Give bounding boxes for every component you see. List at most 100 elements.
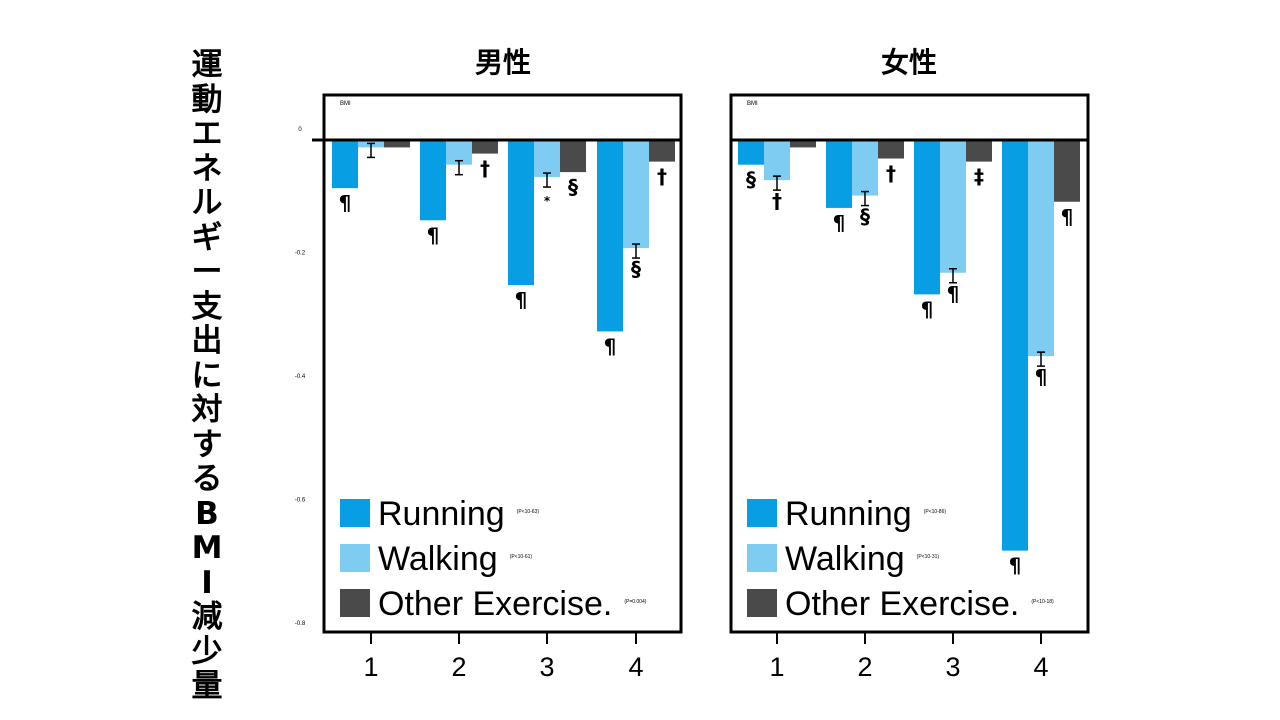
panel-title: 女性 xyxy=(881,46,937,79)
legend-swatch-other xyxy=(340,589,370,617)
y-axis-title-char: 少 xyxy=(191,633,223,670)
y-axis-title-char: ル xyxy=(191,185,223,221)
significance-label: ¶ xyxy=(427,223,440,247)
plot-frame xyxy=(322,93,683,634)
legend-p-value: (P<10-18) xyxy=(1031,599,1054,605)
bar-running xyxy=(1002,140,1028,551)
legend-label: Other Exercise. xyxy=(378,585,612,623)
y-tick-label: -0.4 xyxy=(295,374,306,380)
y-axis-title-char: 運 xyxy=(191,47,223,83)
significance-label: § xyxy=(568,175,578,199)
y-axis-title-char: 減 xyxy=(191,599,223,635)
legend-p-value: (P<10-31) xyxy=(917,554,940,560)
legend-label: Walking xyxy=(378,540,498,578)
significance-label: * xyxy=(544,194,551,208)
bar-other xyxy=(560,140,586,173)
x-tick-label: 2 xyxy=(857,652,872,682)
bar-walking xyxy=(1028,140,1054,357)
bar-other xyxy=(790,140,816,148)
significance-label: ¶ xyxy=(339,191,352,215)
y-axis-title-char: 出 xyxy=(191,323,223,359)
y-axis-title-char: I xyxy=(201,564,213,601)
y-axis-title-char: ー xyxy=(191,254,223,290)
bar-running xyxy=(508,140,534,286)
y-axis-title-char: 対 xyxy=(191,392,223,428)
significance-label: § xyxy=(860,205,870,229)
bar-running xyxy=(332,140,358,189)
legend-swatch-running xyxy=(747,499,777,527)
bar-running xyxy=(826,140,852,208)
x-tick-label: 1 xyxy=(363,652,378,682)
y-tick-label: 0 xyxy=(298,127,302,133)
y-axis-title-char: ギ xyxy=(191,219,223,256)
bar-other xyxy=(384,140,410,148)
y-axis-title-char: 動 xyxy=(191,81,223,118)
x-tick-label: 4 xyxy=(628,652,643,682)
significance-label: ¶ xyxy=(1035,365,1048,389)
legend-label: Running xyxy=(378,495,505,533)
panel-title: 男性 xyxy=(475,46,531,79)
corner-label: BMI xyxy=(747,101,758,107)
bar-other xyxy=(966,140,992,162)
legend-swatch-walking xyxy=(340,544,370,572)
legend-label: Walking xyxy=(785,540,905,578)
y-axis-title-char: 支 xyxy=(191,288,223,325)
y-axis-title-char: す xyxy=(191,426,223,463)
legend-p-value: (P<10-86) xyxy=(924,509,947,515)
bar-walking xyxy=(623,140,649,249)
bar-other xyxy=(472,140,498,154)
y-axis-title-char: 量 xyxy=(191,668,223,704)
significance-label: ¶ xyxy=(921,297,934,321)
significance-label: ¶ xyxy=(833,211,846,235)
y-axis-title-char: M xyxy=(191,530,223,566)
significance-label: § xyxy=(746,168,756,192)
legend-label: Running xyxy=(785,495,912,533)
significance-label: ¶ xyxy=(604,334,617,358)
bar-walking xyxy=(940,140,966,273)
legend-p-value: (P<10-63) xyxy=(517,509,540,515)
legend-p-value: (P<10-61) xyxy=(510,554,533,560)
bar-running xyxy=(914,140,940,295)
y-axis-title-char: ネ xyxy=(191,150,223,187)
x-tick-label: 1 xyxy=(769,652,784,682)
bar-walking xyxy=(764,140,790,181)
bar-running xyxy=(420,140,446,221)
bar-walking xyxy=(852,140,878,196)
significance-label: ¶ xyxy=(1061,205,1074,229)
bar-walking xyxy=(534,140,560,178)
y-axis-title-char: エ xyxy=(191,116,223,152)
y-tick-label: -0.2 xyxy=(295,251,306,257)
significance-label: ‡ xyxy=(974,165,984,189)
significance-label: † xyxy=(772,189,782,213)
x-tick-label: 3 xyxy=(945,652,960,682)
significance-label: ¶ xyxy=(947,282,960,306)
bar-other xyxy=(1054,140,1080,202)
significance-label: ¶ xyxy=(1009,554,1022,578)
x-tick-label: 4 xyxy=(1033,652,1048,682)
legend-swatch-running xyxy=(340,499,370,527)
legend-swatch-walking xyxy=(747,544,777,572)
male-panel: 男性 BMI 0 -0.2 -0.4 -0.6 -0.8 ¶ ¶ ¶ ¶ * § † § † 1 2 3 4 Runni… xyxy=(295,46,683,682)
female-panel: 女性 BMI § ¶ ¶ ¶ † § ¶ ¶ † ‡ ¶ 1 2 3 4 Running (P<10-86) Walk… xyxy=(729,46,1090,682)
x-tick-label: 3 xyxy=(539,652,554,682)
legend-label: Other Exercise. xyxy=(785,585,1019,623)
significance-label: † xyxy=(480,157,490,181)
significance-label: ¶ xyxy=(515,288,528,312)
corner-label: BMI xyxy=(340,101,351,107)
legend-swatch-other xyxy=(747,589,777,617)
y-axis-title-char: B xyxy=(195,495,219,532)
bar-other xyxy=(878,140,904,159)
y-tick-label: -0.6 xyxy=(295,498,306,504)
significance-label: § xyxy=(631,257,641,281)
significance-label: † xyxy=(657,165,667,189)
y-axis-title-char: る xyxy=(191,461,223,497)
y-tick-label: -0.8 xyxy=(295,621,306,627)
x-tick-label: 2 xyxy=(451,652,466,682)
legend-p-value: (P=0.004) xyxy=(624,599,646,605)
bar-other xyxy=(649,140,675,162)
significance-label: † xyxy=(886,162,896,186)
plot-frame xyxy=(729,93,1090,634)
bar-running xyxy=(597,140,623,332)
